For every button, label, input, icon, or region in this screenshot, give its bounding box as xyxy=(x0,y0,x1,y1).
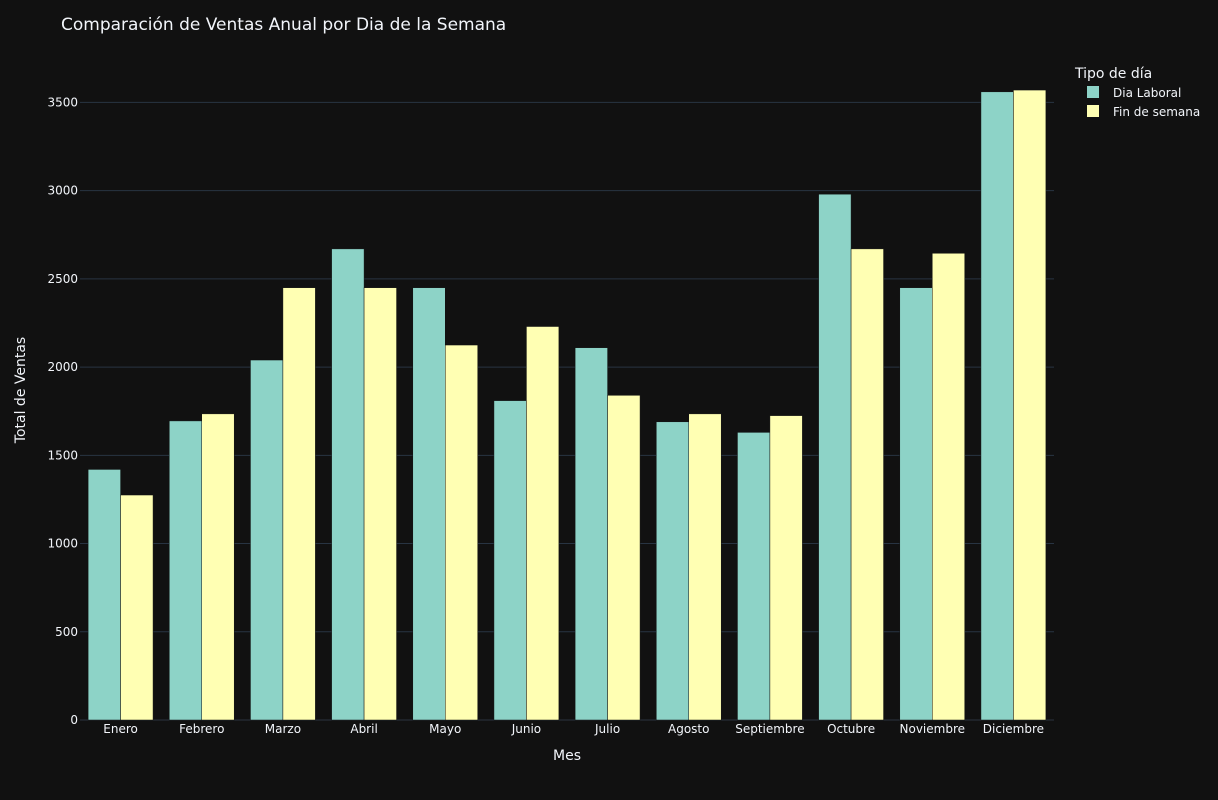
bar-fin-de-semana-septiembre[interactable] xyxy=(769,415,803,721)
y-axis-title: Total de Ventas xyxy=(13,337,29,444)
y-tick-label-3000: 3000 xyxy=(47,184,78,198)
bar-dia-laboral-julio[interactable] xyxy=(574,347,608,721)
bar-dia-laboral-diciembre[interactable] xyxy=(980,91,1014,721)
bar-dia-laboral-noviembre[interactable] xyxy=(899,287,933,721)
chart-title: Comparación de Ventas Anual por Dia de l… xyxy=(61,15,506,35)
legend-item-dia-laboral[interactable]: Dia Laboral xyxy=(1087,86,1181,100)
bar-dia-laboral-enero[interactable] xyxy=(87,469,121,721)
bar-fin-de-semana-diciembre[interactable] xyxy=(1013,89,1047,721)
bar-fin-de-semana-junio[interactable] xyxy=(526,326,560,721)
bar-fin-de-semana-agosto[interactable] xyxy=(688,413,722,721)
bar-fin-de-semana-mayo[interactable] xyxy=(445,344,478,721)
y-tick-label-2500: 2500 xyxy=(47,272,78,286)
legend-item-fin-de-semana[interactable]: Fin de semana xyxy=(1087,105,1200,119)
bar-dia-laboral-agosto[interactable] xyxy=(656,421,689,721)
x-tick-label-enero: Enero xyxy=(103,722,138,736)
y-tick-label-2000: 2000 xyxy=(47,360,78,374)
legend-label-dia-laboral: Dia Laboral xyxy=(1113,86,1181,100)
x-tick-label-marzo: Marzo xyxy=(265,722,301,736)
bar-dia-laboral-abril[interactable] xyxy=(331,248,365,721)
x-tick-label-agosto: Agosto xyxy=(668,722,709,736)
x-tick-label-febrero: Febrero xyxy=(179,722,224,736)
x-tick-label-septiembre: Septiembre xyxy=(735,722,804,736)
legend-title: Tipo de día xyxy=(1074,66,1152,82)
bar-dia-laboral-febrero[interactable] xyxy=(169,420,203,721)
y-tick-label-0: 0 xyxy=(70,713,78,727)
legend-swatch-fin-de-semana xyxy=(1087,105,1099,117)
bars xyxy=(87,89,1047,721)
x-tick-label-octubre: Octubre xyxy=(827,722,875,736)
x-axis-ticks: Enero Febrero Marzo Abril Mayo Junio Julio Agos… xyxy=(103,722,1044,736)
bar-fin-de-semana-noviembre[interactable] xyxy=(932,253,965,721)
x-tick-label-abril: Abril xyxy=(350,722,377,736)
x-tick-label-julio: Julio xyxy=(594,722,620,736)
legend: Tipo de día Dia Laboral Fin de semana xyxy=(1074,66,1200,119)
bar-fin-de-semana-marzo[interactable] xyxy=(282,287,316,721)
y-tick-label-500: 500 xyxy=(55,625,78,639)
bar-fin-de-semana-abril[interactable] xyxy=(363,287,397,721)
y-axis-ticks: 0 500 1000 1500 2000 2500 3000 3500 xyxy=(47,95,78,727)
bar-fin-de-semana-febrero[interactable] xyxy=(201,413,235,721)
bar-dia-laboral-octubre[interactable] xyxy=(818,193,852,721)
grid-lines xyxy=(80,101,1054,721)
x-tick-label-noviembre: Noviembre xyxy=(900,722,966,736)
bar-fin-de-semana-julio[interactable] xyxy=(607,395,641,721)
bar-dia-laboral-marzo[interactable] xyxy=(250,359,284,721)
y-tick-label-3500: 3500 xyxy=(47,95,78,109)
legend-swatch-dia-laboral xyxy=(1087,86,1099,98)
y-tick-label-1000: 1000 xyxy=(47,537,78,551)
x-axis-title: Mes xyxy=(553,748,581,764)
bar-dia-laboral-septiembre[interactable] xyxy=(737,432,771,721)
bar-fin-de-semana-enero[interactable] xyxy=(120,494,154,721)
bar-dia-laboral-mayo[interactable] xyxy=(412,287,446,721)
legend-label-fin-de-semana: Fin de semana xyxy=(1113,105,1200,119)
x-tick-label-junio: Junio xyxy=(511,722,541,736)
x-tick-label-diciembre: Diciembre xyxy=(983,722,1044,736)
bar-fin-de-semana-octubre[interactable] xyxy=(850,248,884,721)
y-tick-label-1500: 1500 xyxy=(47,448,78,462)
bar-dia-laboral-junio[interactable] xyxy=(493,400,527,721)
x-tick-label-mayo: Mayo xyxy=(429,722,461,736)
